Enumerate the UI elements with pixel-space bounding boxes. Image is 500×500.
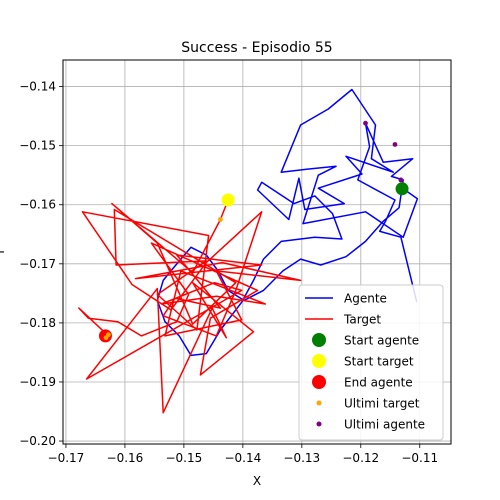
marker-layer (98, 120, 409, 343)
y-tick-label: −0.20 (19, 434, 56, 448)
legend-label: Ultimi agente (344, 418, 425, 432)
ultimi-agente-point (398, 177, 404, 183)
legend-dot-swatch (312, 354, 326, 368)
legend-label: Ultimi target (344, 397, 420, 411)
x-tick-label: −0.13 (283, 451, 320, 465)
legend-label: Start agente (344, 334, 419, 348)
legend-label: Target (343, 313, 381, 327)
ultimi-agente-point (392, 142, 398, 147)
x-tick-label: −0.17 (48, 451, 85, 465)
axis-ticks: −0.17 −0.16 −0.15 −0.14 −0.13 −0.12 −0.11 −0.14… (19, 80, 438, 465)
start-target-marker (221, 193, 235, 207)
x-tick-label: −0.12 (342, 451, 379, 465)
legend-item-target: Target (305, 313, 381, 327)
ultimi-target-point (218, 217, 223, 222)
legend: Agente Target Start agente Start target End … (298, 284, 444, 441)
plot-frame (62, 59, 452, 445)
legend-item-ultimi-agente: Ultimi agente (316, 418, 425, 432)
chart-title: Success - Episodio 55 (181, 40, 332, 56)
y-tick-label: −0.17 (19, 257, 56, 271)
legend-item-ultimi-target: Ultimi target (316, 397, 420, 411)
legend-label: End agente (344, 376, 413, 390)
legend-dot-swatch (312, 333, 326, 347)
x-tick-label: −0.14 (224, 451, 261, 465)
y-tick-label: −0.15 (19, 139, 56, 153)
ultimi-agente-point (363, 120, 368, 126)
start-agente-marker (395, 182, 409, 196)
legend-label: Agente (344, 292, 387, 306)
x-tick-label: −0.16 (107, 451, 144, 465)
ultimi-target-point (106, 332, 111, 338)
legend-item-end-agente: End agente (312, 375, 413, 390)
legend-item-start-agente: Start agente (312, 333, 419, 348)
legend-dot-swatch (316, 400, 322, 406)
y-tick-label: −0.16 (19, 198, 56, 212)
y-tick-label: −0.19 (19, 375, 56, 389)
x-tick-label: −0.11 (401, 451, 438, 465)
x-tick-label: −0.15 (165, 451, 202, 465)
legend-dot-swatch (316, 421, 322, 427)
y-tick-label: −0.14 (19, 80, 56, 94)
legend-box (298, 284, 444, 441)
legend-label: Start target (344, 355, 414, 369)
y-axis-label: Y (0, 248, 7, 257)
series-target-line (78, 199, 302, 414)
legend-dot-swatch (312, 375, 326, 389)
legend-item-start-target: Start target (312, 354, 414, 369)
legend-item-agente: Agente (305, 292, 387, 306)
y-tick-label: −0.18 (19, 316, 56, 330)
x-axis-label: X (253, 474, 261, 488)
